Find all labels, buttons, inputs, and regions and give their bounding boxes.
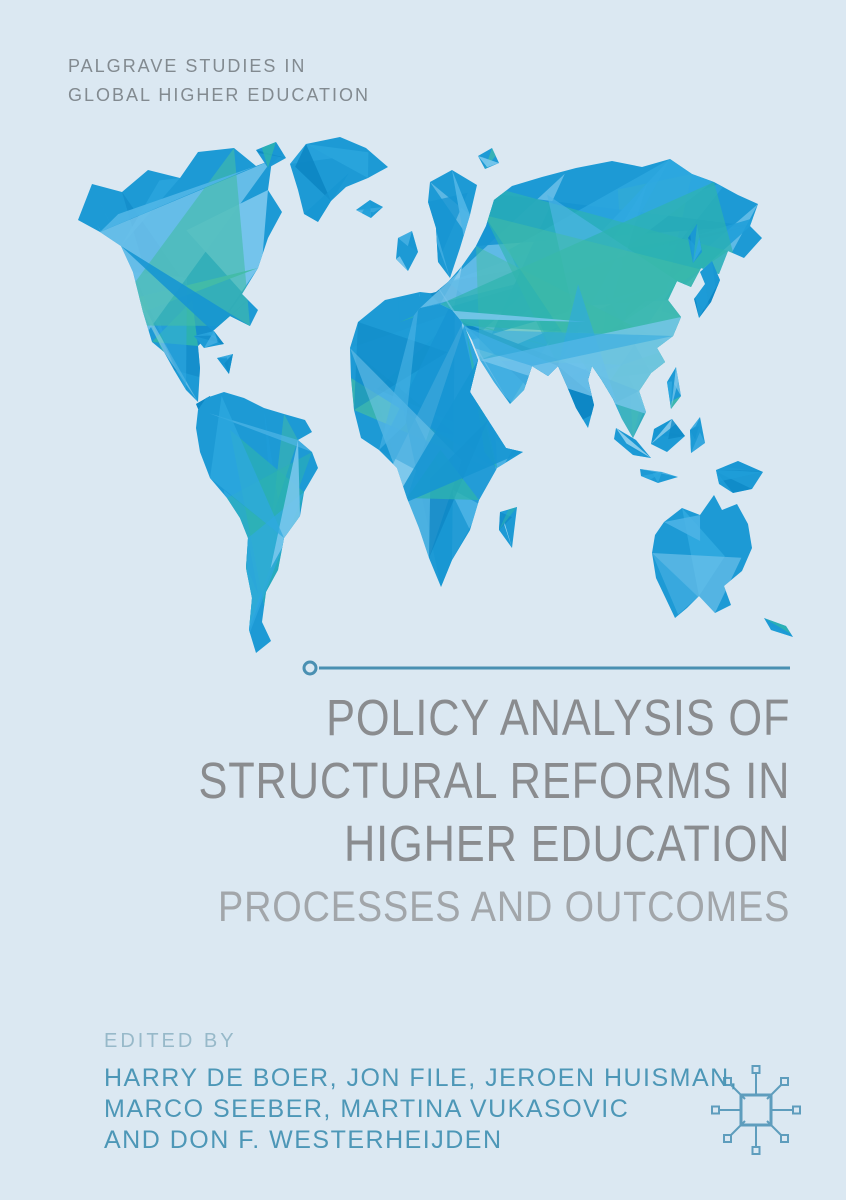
continent-south-america <box>196 392 318 653</box>
continent-scandinavia <box>428 170 477 278</box>
page-title-line2: STRUCTURAL REFORMS IN <box>198 752 790 809</box>
title-rule <box>302 660 790 676</box>
continent-hispaniola <box>217 354 233 374</box>
authors-line1: HARRY DE BOER, JON FILE, JEROEN HUISMAN, <box>104 1064 739 1092</box>
page-title-line3: HIGHER EDUCATION <box>343 815 790 872</box>
continent-madagascar <box>499 507 517 548</box>
series-label: PALGRAVE STUDIES IN GLOBAL HIGHER EDUCAT… <box>68 52 370 110</box>
edited-by-label: EDITED BY <box>104 1030 237 1052</box>
continent-north-america <box>78 148 282 402</box>
continent-africa <box>350 292 523 587</box>
world-map-illustration <box>78 137 793 653</box>
continent-japan <box>694 261 720 318</box>
authors-line2: MARCO SEEBER, MARTINA VUKASOVIC <box>104 1095 630 1123</box>
continent-cuba <box>194 331 224 348</box>
continent-central-america <box>196 396 214 418</box>
rule-circle-tip <box>302 660 318 676</box>
continent-baffin <box>256 142 286 168</box>
continent-sumatra <box>614 428 651 458</box>
continent-australia <box>652 495 752 618</box>
continent-sulawesi <box>690 417 705 453</box>
continent-sakhalin <box>688 224 702 263</box>
editors-block: EDITED BY HARRY DE BOER, JON FILE, JEROE… <box>104 1030 738 1156</box>
continent-iceland <box>356 200 383 218</box>
continent-java <box>640 469 678 483</box>
series-label-line1: PALGRAVE STUDIES IN <box>68 56 307 76</box>
continent-greenland <box>290 137 388 222</box>
title-block: POLICY ANALYSIS OF STRUCTURAL REFORMS IN… <box>94 686 790 932</box>
subtitle: PROCESSES AND OUTCOMES <box>217 883 791 931</box>
continent-new-guinea <box>716 461 763 493</box>
series-label-line2: GLOBAL HIGHER EDUCATION <box>68 85 371 105</box>
continent-svalbard <box>478 148 499 169</box>
page-title-line1: POLICY ANALYSIS OF <box>325 689 790 746</box>
continent-new-zealand <box>764 618 793 637</box>
continent-eurasia <box>398 159 762 438</box>
continent-uk <box>396 231 418 271</box>
continent-borneo <box>651 419 685 452</box>
continent-philippines <box>667 367 681 409</box>
authors-line3: AND DON F. WESTERHEIJDEN <box>104 1126 503 1154</box>
